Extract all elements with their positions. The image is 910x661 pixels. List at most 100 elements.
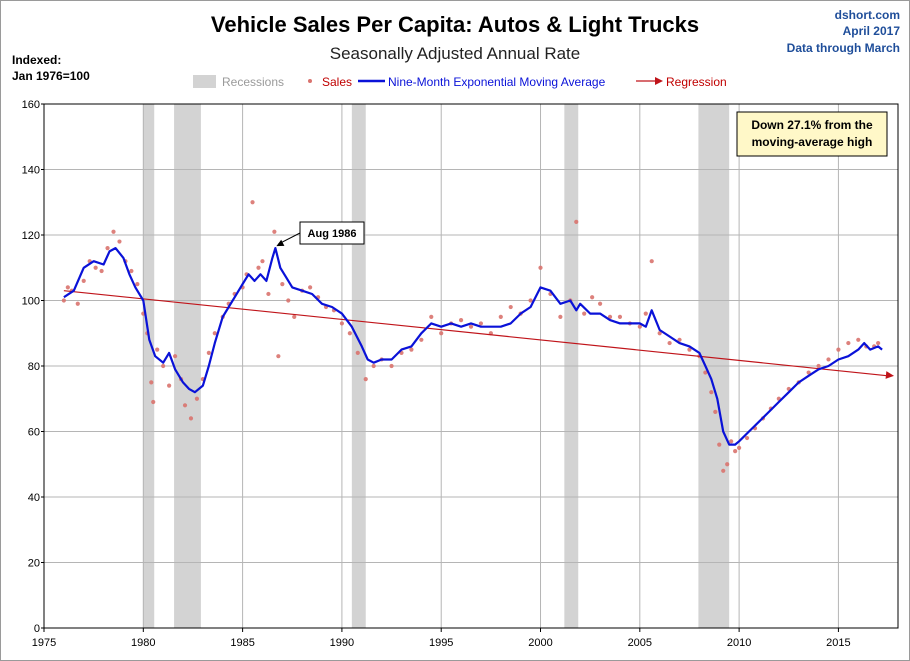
x-tick-label-2010: 2010	[727, 637, 751, 649]
callout-label: Aug 1986	[308, 228, 357, 240]
sales-point	[558, 314, 563, 319]
y-tick-label-140: 140	[22, 165, 40, 177]
sales-point	[703, 370, 708, 375]
x-tick-label-1990: 1990	[330, 637, 354, 649]
legend-ema-label: Nine-Month Exponential Moving Average	[388, 75, 606, 89]
callout-pointer-arrow	[276, 239, 285, 247]
sales-point	[729, 439, 734, 444]
sales-point	[280, 282, 285, 287]
sales-point	[93, 265, 98, 270]
sales-point	[167, 383, 172, 388]
sales-point	[709, 390, 714, 395]
sales-point	[409, 347, 414, 352]
sales-point	[308, 285, 313, 290]
sales-point	[733, 449, 738, 454]
sales-point	[744, 435, 750, 441]
y-tick-label-160: 160	[22, 99, 40, 111]
regression-arrowhead	[885, 371, 895, 379]
sales-point	[528, 298, 533, 303]
legend-regression-label: Regression	[666, 75, 727, 89]
sales-point	[717, 442, 722, 447]
sales-point	[643, 311, 648, 316]
legend-recessions-label: Recessions	[222, 75, 284, 89]
y-tick-label-20: 20	[28, 558, 40, 570]
sales-point	[111, 229, 116, 234]
sales-point	[135, 282, 140, 287]
sales-point	[172, 354, 178, 359]
note-line-1: Down 27.1% from the	[751, 118, 873, 132]
sales-point	[816, 363, 821, 369]
sales-point	[389, 363, 394, 369]
sales-point	[439, 331, 444, 336]
sales-point	[155, 347, 160, 352]
note-line-2: moving-average high	[752, 135, 873, 149]
sales-point	[266, 291, 271, 297]
y-tick-label-60: 60	[28, 427, 40, 439]
sales-point	[105, 246, 110, 251]
sales-point	[339, 321, 345, 326]
gridlines	[44, 103, 898, 628]
ema-line	[63, 247, 883, 446]
chart-subtitle: Seasonally Adjusted Annual Rate	[330, 44, 580, 63]
y-tick-label-0: 0	[34, 623, 40, 635]
sales-point	[188, 416, 194, 421]
sales-point	[292, 314, 297, 319]
decline-note: Down 27.1% from the moving-average high	[736, 111, 888, 157]
sales-point	[355, 350, 360, 355]
sales-point	[371, 363, 376, 369]
aug-1986-callout: Aug 1986	[276, 221, 365, 247]
sales-point	[61, 298, 66, 303]
legend-sales-marker	[308, 79, 312, 83]
callout-box	[299, 221, 365, 245]
y-tick-label-40: 40	[28, 492, 40, 504]
sales-point	[721, 468, 726, 473]
x-tick-label-2005: 2005	[628, 637, 652, 649]
sales-point	[498, 314, 503, 319]
sales-point	[206, 350, 211, 355]
legend-regression-arrow	[655, 77, 663, 85]
sales-point	[468, 324, 474, 329]
axes: 0 20 40 60 80 100 120 140 160 1975 1980 1985 1990 199…	[22, 99, 899, 649]
sales-point	[846, 340, 851, 346]
sales-point	[677, 337, 682, 342]
sales-point	[667, 340, 672, 346]
sales-point	[725, 462, 730, 467]
sales-point	[363, 377, 368, 382]
regression-series	[63, 290, 895, 379]
regression-line	[63, 290, 889, 377]
sales-point	[65, 285, 70, 290]
sales-point	[250, 200, 255, 205]
sales-point	[508, 304, 513, 310]
sales-point	[637, 324, 642, 329]
plot-border	[43, 103, 899, 629]
sales-point	[347, 331, 352, 336]
index-note-line-2: Jan 1976=100	[12, 69, 90, 83]
chart-title: Vehicle Sales Per Capita: Autos & Light …	[211, 12, 699, 37]
x-tick-label-2000: 2000	[528, 637, 552, 649]
sales-points	[61, 200, 881, 473]
sales-point	[657, 331, 662, 336]
ema-series	[63, 247, 883, 446]
legend-recession-swatch	[193, 75, 216, 88]
source-line-2: April 2017	[843, 24, 901, 38]
sales-point	[149, 380, 154, 385]
sales-point	[856, 337, 861, 342]
x-tick-label-1975: 1975	[32, 637, 56, 649]
sales-point	[276, 354, 281, 359]
sales-point	[649, 259, 654, 264]
note-box	[736, 111, 888, 157]
sales-point	[256, 265, 261, 270]
sales-point	[419, 337, 424, 342]
sales-point	[478, 321, 484, 326]
y-tick-label-80: 80	[28, 361, 40, 373]
sales-point	[826, 357, 831, 362]
sales-point	[687, 347, 692, 352]
index-note-line-1: Indexed:	[12, 53, 61, 67]
sales-point	[129, 268, 134, 274]
sales-point	[458, 318, 464, 323]
y-tick-label-100: 100	[22, 296, 40, 308]
sales-point	[429, 314, 434, 319]
sales-point	[876, 340, 881, 346]
sales-point	[151, 399, 156, 405]
